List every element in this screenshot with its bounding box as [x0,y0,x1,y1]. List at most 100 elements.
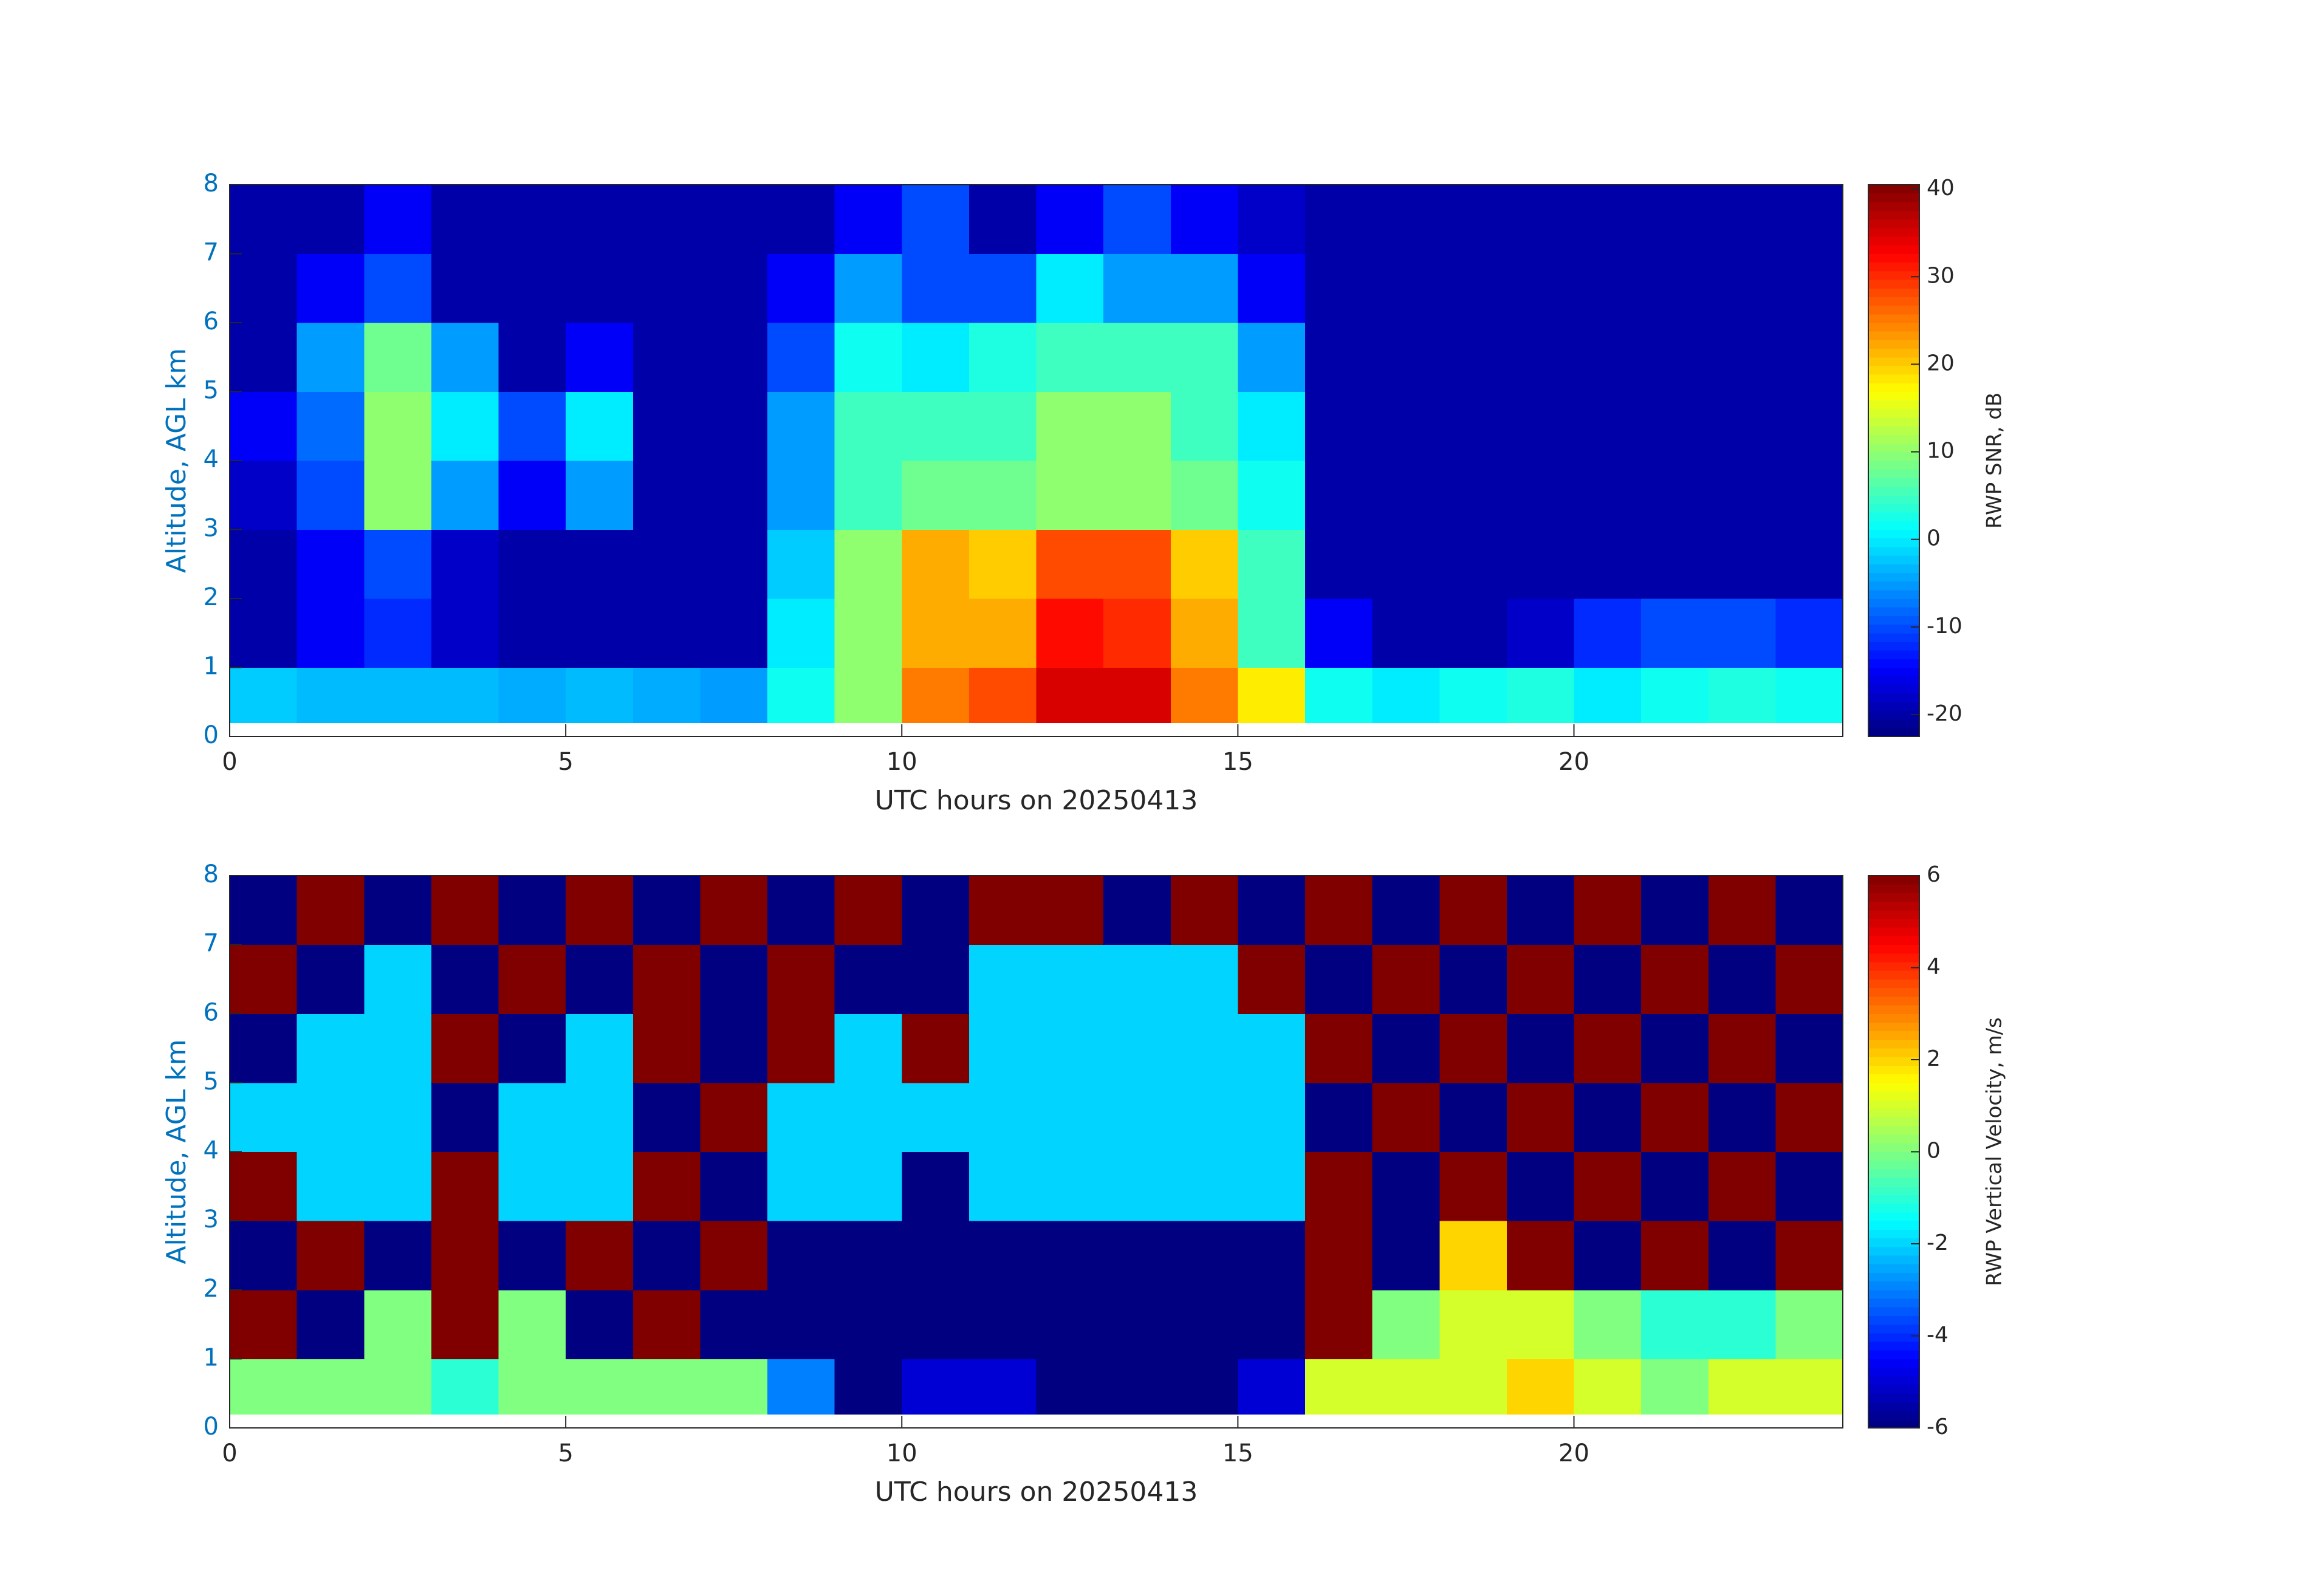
heatmap-cell [498,323,566,392]
heatmap-cell [902,667,970,723]
heatmap-cell [1574,599,1642,668]
heatmap-cell [1708,1221,1776,1291]
heatmap-cell [1708,323,1776,392]
colorbar-swatch [1868,676,1919,685]
heatmap-cell [1305,1359,1373,1415]
heatmap-cell [1170,1221,1238,1291]
colorbar-swatch [1868,331,1919,340]
heatmap-cell [1775,1082,1843,1152]
colorbar-swatch [1868,1246,1919,1256]
colorbar-swatch [1868,659,1919,668]
colorbar-swatch [1868,684,1919,694]
heatmap-cell [1238,944,1306,1014]
colorbar-swatch [1868,555,1919,564]
x-tick-label: 10 [886,748,917,776]
heatmap-cell [566,1014,634,1083]
heatmap-cell [767,1289,835,1359]
heatmap-cell [498,1014,566,1083]
heatmap-cell [1775,461,1843,530]
colorbar-swatch [1868,589,1919,599]
heatmap-cell [1170,1289,1238,1359]
colorbar-swatch [1868,443,1919,453]
heatmap-cell [1372,667,1440,723]
heatmap-cell [1305,876,1373,945]
colorbar-swatch [1868,357,1919,366]
colorbar-swatch [1868,417,1919,427]
heatmap-cell [1036,1221,1104,1291]
heatmap-cell [1506,529,1574,599]
heatmap-cell [632,1151,701,1221]
heatmap-cell [296,1289,365,1359]
heatmap-cell [1036,599,1104,668]
heatmap-cell [1170,667,1238,723]
colorbar-swatch [1868,210,1919,220]
y-tick-label: 1 [204,1343,219,1371]
y-tick-label: 4 [204,1137,219,1165]
x-tick-label: 20 [1558,1439,1589,1467]
heatmap-cell [902,944,970,1014]
colorbar-swatch [1868,727,1919,737]
heatmap-cell [1103,1221,1171,1291]
colorbar-swatch [1868,1178,1919,1187]
heatmap-cell [767,1151,835,1221]
colorbar-swatch [1868,461,1919,470]
colorbar-swatch [1868,564,1919,573]
heatmap-cell [1036,667,1104,723]
heatmap-cell [968,1221,1037,1291]
heatmap-cell [1506,944,1574,1014]
colorbar-label: RWP Vertical Velocity, m/s [1983,1017,2007,1286]
heatmap-cell [1103,461,1171,530]
heatmap-cell [431,461,499,530]
heatmap-cell [1238,1289,1306,1359]
heatmap-cell [431,323,499,392]
heatmap-cell [1506,1221,1574,1291]
heatmap-cell [431,391,499,461]
heatmap-cell [1775,529,1843,599]
heatmap-cell [1103,944,1171,1014]
heatmap-cell [1439,876,1507,945]
heatmap-cell [632,876,701,945]
colorbar-swatch [1868,1341,1919,1351]
heatmap-cell [700,1082,768,1152]
heatmap-cell [834,1289,902,1359]
heatmap-cell [1506,667,1574,723]
heatmap-cell [566,1221,634,1291]
heatmap-cell [1439,391,1507,461]
heatmap-cell [1574,1221,1642,1291]
heatmap-cell [968,1359,1037,1415]
heatmap-cell [767,529,835,599]
heatmap-cell [230,253,298,323]
colorbar-swatch [1868,633,1919,642]
heatmap-cell [498,253,566,323]
colorbar-swatch [1868,581,1919,591]
colorbar-tick-label: -10 [1927,614,1962,639]
heatmap-cell [1170,461,1238,530]
heatmap-cell [498,1289,566,1359]
y-tick-label: 5 [204,1068,219,1096]
colorbar-tick-label: 20 [1927,351,1955,376]
heatmap-cell [1775,323,1843,392]
heatmap-cell [632,323,701,392]
heatmap-cell [1103,1289,1171,1359]
heatmap-cell [1036,1014,1104,1083]
heatmap-cell [1641,1151,1709,1221]
heatmap-cell [1775,391,1843,461]
colorbar-swatch [1868,529,1919,539]
heatmap-cell [1574,1151,1642,1221]
heatmap-cell [230,1289,298,1359]
heatmap-cell [1103,1359,1171,1415]
heatmap-cell [1506,185,1574,254]
heatmap-cell [1305,391,1373,461]
heatmap-cell [1036,1151,1104,1221]
heatmap-cell [968,529,1037,599]
heatmap-cell [566,529,634,599]
colorbar-tick-label: -4 [1927,1323,1949,1348]
colorbar-swatch [1868,944,1919,954]
heatmap-cell [498,1359,566,1415]
heatmap-cell [230,1221,298,1291]
colorbar-swatch [1868,1393,1919,1402]
heatmap-cell [1170,599,1238,668]
heatmap-cell [700,1289,768,1359]
heatmap-cell [1574,1359,1642,1415]
